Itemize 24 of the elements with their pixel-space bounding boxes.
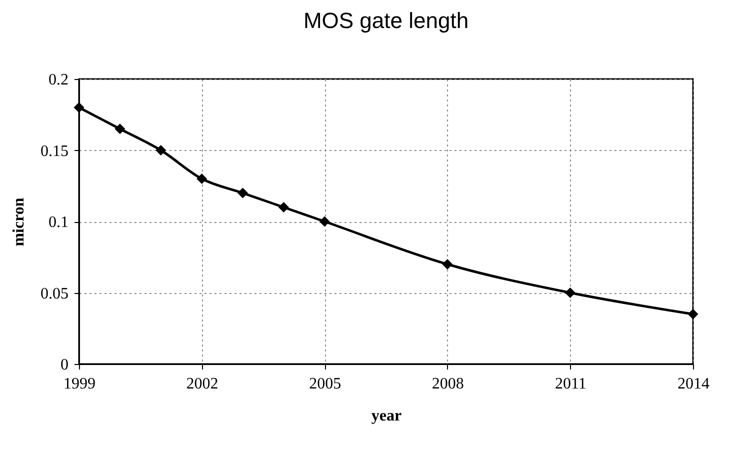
point	[442, 259, 453, 270]
y-tick-label: 0.1	[48, 214, 68, 231]
point	[688, 308, 698, 320]
x-axis-title: year	[371, 408, 402, 424]
point	[319, 216, 330, 227]
x-tick-label: 2002	[186, 376, 218, 392]
x-tick-label: 2011	[554, 376, 586, 392]
point	[196, 174, 208, 184]
x-tick-label: 2005	[309, 376, 342, 392]
y-tick-label: 0.15	[40, 142, 68, 160]
point	[74, 102, 84, 113]
point	[564, 288, 576, 298]
point	[114, 124, 126, 134]
x-tick-label: 2008	[432, 376, 464, 392]
point	[156, 145, 166, 156]
y-tick-label: 0.2	[48, 72, 68, 88]
y-tick-label: 0.05	[40, 285, 68, 302]
y-tick-label: 0	[60, 356, 68, 374]
point	[237, 188, 248, 198]
y-axis-title: micron	[10, 198, 28, 246]
x-tick-label: 1999	[64, 376, 96, 392]
x-tick-label: 2014	[678, 376, 710, 392]
point	[278, 202, 289, 212]
chart-title: MOS gate length	[303, 8, 469, 33]
